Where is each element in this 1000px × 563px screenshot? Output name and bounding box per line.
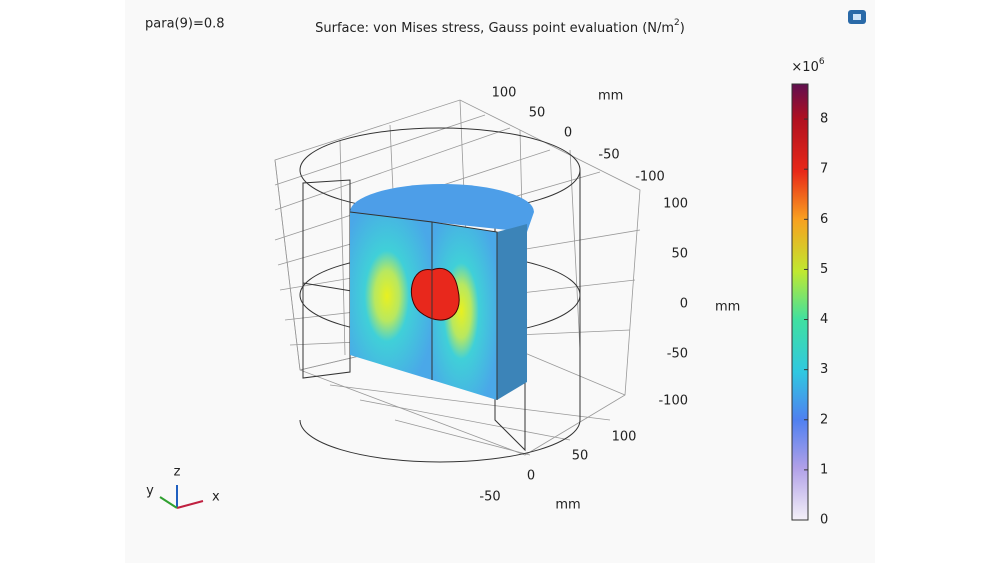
stress-surface (349, 184, 534, 400)
z-tick-label: 100 (663, 197, 688, 212)
colorbar-tick-label: 5 (820, 262, 828, 277)
window-icon-inner (853, 14, 861, 20)
y-tick-label: 50 (529, 106, 546, 121)
colorbar-tick-label: 1 (820, 462, 828, 477)
y-tick-label: 100 (492, 86, 517, 101)
x-tick-label: 50 (572, 449, 589, 464)
z-tick-label: -50 (667, 347, 688, 362)
plot-title: Surface: von Mises stress, Gauss point e… (315, 18, 685, 36)
triad-x: x (212, 490, 220, 505)
parameter-label: para(9)=0.8 (145, 17, 225, 32)
triad-y: y (146, 484, 154, 499)
colorbar-tick-label: 8 (820, 112, 828, 127)
colorbar-tick-label: 2 (820, 412, 828, 427)
y-tick-label: -100 (635, 170, 665, 185)
z-tick-label: -100 (658, 394, 688, 409)
multiplier-text: ×10 (791, 60, 818, 75)
z-tick-label: 0 (680, 297, 688, 312)
x-tick-label: 0 (527, 469, 535, 484)
colorbar-tick-label: 6 (820, 212, 828, 227)
colorbar-tick-label: 3 (820, 362, 828, 377)
title-superscript: 2 (674, 18, 680, 28)
x-tick-label: 100 (612, 430, 637, 445)
colorbar-tick-label: 0 (820, 513, 828, 528)
colorbar-tick-label: 4 (820, 312, 828, 327)
axis-triad: z x y (146, 465, 220, 509)
colorbar (791, 83, 809, 521)
colorbar-multiplier: ×106 (791, 57, 824, 75)
x-tick-label: -50 (479, 490, 500, 505)
triad-z: z (174, 465, 181, 480)
colorbar-tick-label: 7 (820, 162, 828, 177)
x-axis-unit: mm (555, 498, 580, 513)
multiplier-exponent: 6 (819, 57, 825, 67)
y-axis-unit: mm (598, 89, 623, 104)
y-tick-label: 0 (564, 126, 572, 141)
y-tick-label: -50 (598, 148, 619, 163)
z-tick-label: 50 (671, 247, 688, 262)
title-text: Surface: von Mises stress, Gauss point e… (315, 21, 674, 36)
title-end: ) (680, 21, 685, 36)
z-axis-unit: mm (715, 300, 740, 315)
